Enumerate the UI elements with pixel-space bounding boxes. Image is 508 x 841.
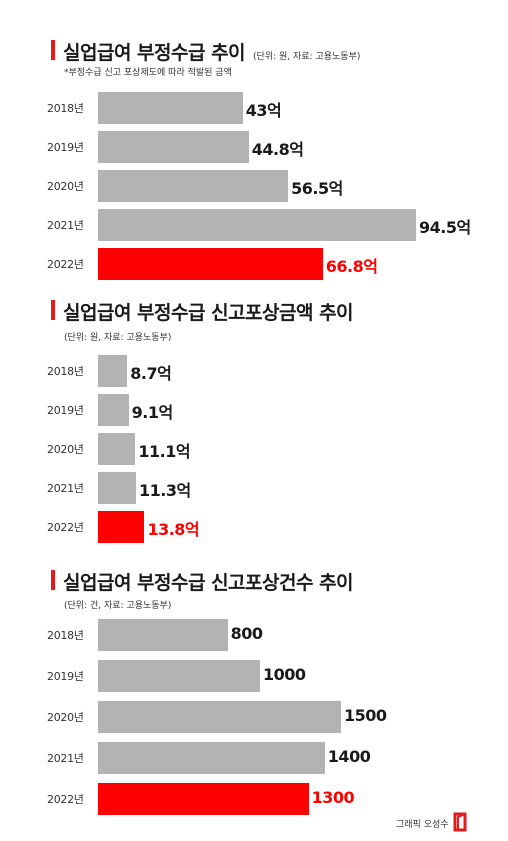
bar xyxy=(98,92,243,124)
category-label: 2022년 xyxy=(47,258,84,271)
value-label: 9.1억 xyxy=(131,403,174,422)
bar xyxy=(98,660,260,692)
category-label: 2018년 xyxy=(47,365,84,378)
category-label: 2021년 xyxy=(47,482,84,495)
value-label: 800 xyxy=(230,624,263,643)
value-label: 56.5억 xyxy=(291,179,343,198)
category-label: 2018년 xyxy=(47,102,84,115)
bar-row: 2021년 1400 xyxy=(0,742,508,774)
value-label: 13.8억 xyxy=(147,520,200,539)
bar xyxy=(98,394,129,426)
chart-title: 실업급여 부정수급 신고포상건수 추이 xyxy=(63,572,354,594)
bar xyxy=(98,472,137,504)
title-accent-bar xyxy=(51,300,55,320)
category-label: 2021년 xyxy=(47,219,84,232)
bar xyxy=(98,619,228,651)
category-label: 2020년 xyxy=(47,443,84,456)
value-label: 1400 xyxy=(327,747,371,766)
category-label: 2022년 xyxy=(47,521,84,534)
bar xyxy=(98,783,309,815)
title-accent-bar xyxy=(51,570,55,590)
category-label: 2018년 xyxy=(47,629,84,642)
bar-row: 2020년 1500 xyxy=(0,701,508,733)
bar xyxy=(98,742,325,774)
bar-row: 2019년 9.1억 xyxy=(0,394,508,426)
bar xyxy=(98,511,145,543)
bar-row: 2018년 8.7억 xyxy=(0,355,508,387)
bar-row: 2018년 800 xyxy=(0,619,508,651)
bar xyxy=(98,170,289,202)
category-label: 2021년 xyxy=(47,752,84,765)
bar xyxy=(98,433,136,465)
logo-icon xyxy=(453,812,467,832)
category-label: 2019년 xyxy=(47,141,84,154)
title-accent-bar xyxy=(51,40,55,60)
graphic-credit: 그래픽 오성수 xyxy=(396,820,449,830)
value-label: 94.5억 xyxy=(419,218,471,237)
value-label: 1300 xyxy=(311,788,355,807)
value-label: 11.1억 xyxy=(138,442,191,461)
chart-source: (단위: 건, 자료: 고용노동부) xyxy=(64,601,172,611)
bar-row: 2020년 11.1억 xyxy=(0,433,508,465)
value-label: 44.8억 xyxy=(251,140,304,159)
chart-subtitle: *부정수급 신고 포상제도에 따라 적발된 금액 xyxy=(64,68,232,78)
value-label: 43억 xyxy=(245,101,282,120)
value-label: 11.3억 xyxy=(139,481,191,500)
category-label: 2019년 xyxy=(47,670,84,683)
bar-row: 2022년 1300 xyxy=(0,783,508,815)
bar xyxy=(98,701,341,733)
bar-row: 2018년 43억 xyxy=(0,92,508,124)
value-label: 1000 xyxy=(263,665,306,684)
chart-title: 실업급여 부정수급 신고포상금액 추이 xyxy=(63,302,354,324)
value-label: 66.8억 xyxy=(325,257,378,276)
chart-title: 실업급여 부정수급 추이 xyxy=(63,42,246,64)
category-label: 2022년 xyxy=(47,793,84,806)
chart-source: (단위: 원, 자료: 고용노동부) xyxy=(64,333,172,343)
category-label: 2020년 xyxy=(47,180,84,193)
category-label: 2020년 xyxy=(47,711,84,724)
bar xyxy=(98,209,416,241)
chart-source: (단위: 원, 자료: 고용노동부) xyxy=(253,52,361,62)
bar xyxy=(98,248,323,280)
value-label: 8.7억 xyxy=(130,364,172,383)
bar-row: 2022년 13.8억 xyxy=(0,511,508,543)
bar-row: 2021년 94.5억 xyxy=(0,209,508,241)
bar-row: 2020년 56.5억 xyxy=(0,170,508,202)
category-label: 2019년 xyxy=(47,404,84,417)
bar-row: 2019년 1000 xyxy=(0,660,508,692)
bar-row: 2022년 66.8억 xyxy=(0,248,508,280)
bar xyxy=(98,131,249,163)
bar xyxy=(98,355,128,387)
value-label: 1500 xyxy=(344,706,387,725)
bar-row: 2019년 44.8억 xyxy=(0,131,508,163)
bar-row: 2021년 11.3억 xyxy=(0,472,508,504)
